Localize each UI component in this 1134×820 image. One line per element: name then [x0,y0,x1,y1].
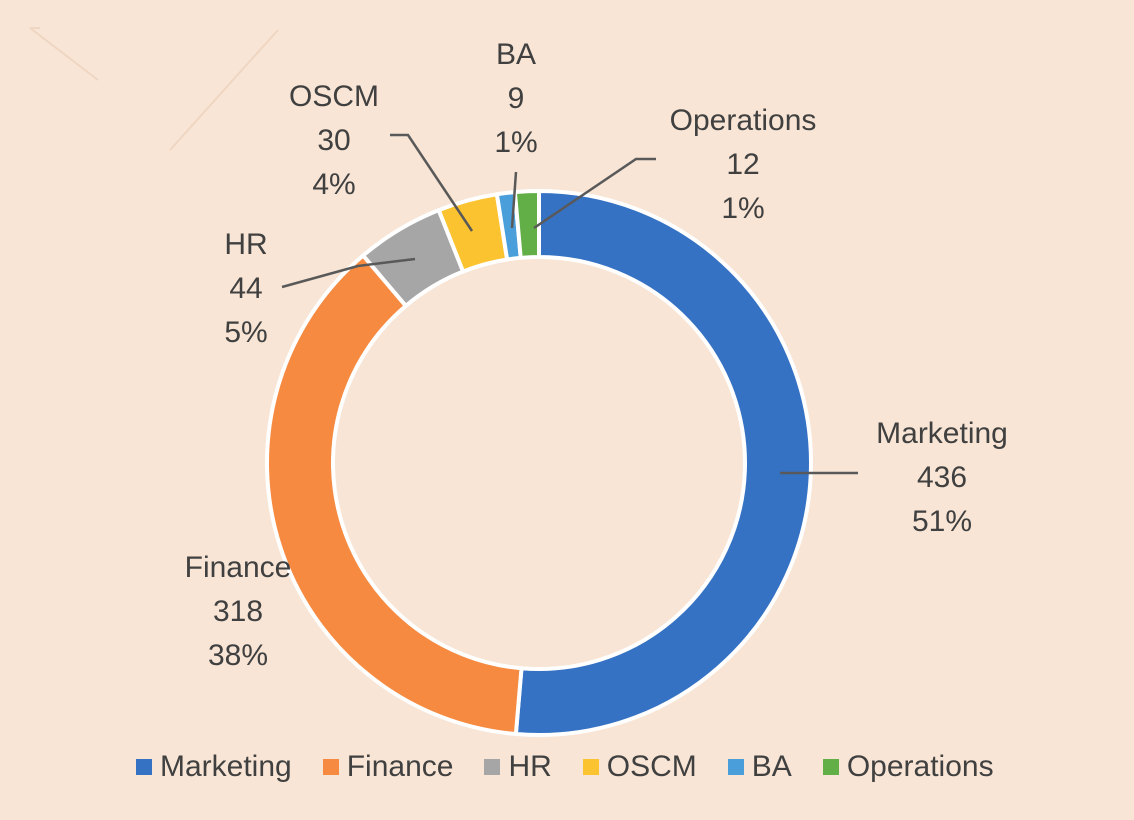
slice-finance [265,253,524,737]
legend-swatch-operations [822,759,839,775]
data-label-category-finance: Finance [185,551,292,584]
legend-label-ba: BA [751,750,792,783]
legend-swatch-marketing [136,759,152,775]
data-label-percent-finance: 38% [208,639,268,672]
data-labels: Marketing 436 51% Finance 318 38% HR 44 5% OSCM 30… [185,38,1008,672]
leader-line-hr [281,257,416,289]
leader-lines [281,133,858,475]
data-label-percent-operations: 1% [721,192,764,225]
legend-item-oscm: OSCM [582,750,697,784]
data-label-value-ba: 9 [508,82,525,115]
legend-item-hr: HR [484,750,552,784]
data-label-category-hr: HR [224,228,267,261]
donut-slices [265,189,813,737]
data-label-value-operations: 12 [726,148,759,181]
legend-swatch-finance [322,759,339,775]
data-label-value-marketing: 436 [917,461,967,494]
data-label-category-ba: BA [496,38,536,71]
data-label-value-finance: 318 [213,595,263,628]
legend-swatch-oscm [582,759,599,775]
background-decoration [29,27,279,151]
data-label-percent-marketing: 51% [912,505,972,538]
data-label-percent-oscm: 4% [312,168,355,201]
legend-item-operations: Operations [822,750,994,784]
legend-label-hr: HR [508,750,552,783]
legend-item-finance: Finance [322,750,454,784]
legend-swatch-hr [484,759,501,775]
legend-label-finance: Finance [346,750,454,783]
data-label-value-hr: 44 [229,272,262,305]
leader-line-oscm [390,133,474,232]
leader-line-operations [533,157,656,230]
legend-item-ba: BA [727,750,792,784]
chart-legend: Marketing Finance HR OSCM BA Operations [136,745,1025,789]
data-label-category-marketing: Marketing [876,417,1008,450]
data-label-percent-ba: 1% [494,126,537,159]
legend-label-marketing: Marketing [160,750,292,783]
data-label-value-oscm: 30 [317,124,350,157]
data-label-category-oscm: OSCM [289,80,379,113]
leader-line-ba [510,171,518,229]
data-label-category-operations: Operations [670,104,817,137]
legend-item-marketing: Marketing [136,750,292,784]
legend-label-oscm: OSCM [606,750,697,783]
slice-marketing [513,189,813,737]
legend-label-operations: Operations [846,750,994,783]
legend-swatch-ba [727,759,744,775]
data-label-percent-hr: 5% [224,316,267,349]
slice-operations [512,189,541,260]
